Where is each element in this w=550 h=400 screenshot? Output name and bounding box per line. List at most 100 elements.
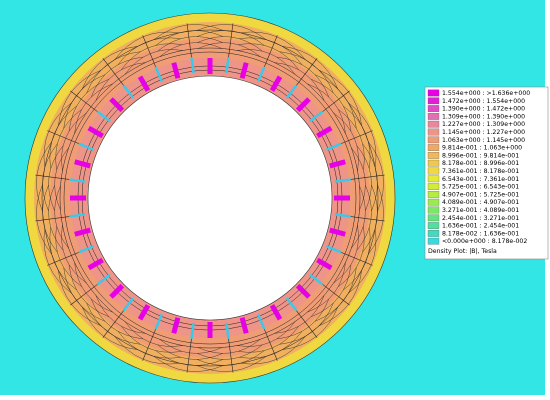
flux-line (197, 42, 261, 57)
flux-line (343, 227, 371, 291)
magnet-edge (239, 317, 249, 334)
slot-outline (35, 174, 70, 180)
motor-cross-section (24, 12, 396, 384)
slot-outline (70, 284, 98, 306)
slot-outline (102, 310, 124, 338)
magnet-edge (295, 97, 311, 113)
slot (154, 313, 163, 330)
legend-label: 4.089e-001 : 4.907e-001 (442, 199, 519, 206)
flux-line (54, 147, 69, 211)
flux-line (114, 31, 180, 60)
flux-line (63, 51, 357, 345)
flux-line (117, 37, 181, 65)
flux-line (333, 112, 359, 171)
flux-line (63, 74, 106, 129)
flux-line (351, 185, 366, 249)
flux-line (356, 145, 372, 211)
legend-swatch (427, 222, 440, 229)
flux-line (240, 336, 306, 365)
slot (96, 110, 111, 123)
magnet-edge (109, 283, 125, 299)
legend: Density Plot: |B|, Tesla 1.554e+000 : >1… (424, 86, 549, 260)
flux-line (311, 79, 352, 132)
flux-line (117, 331, 181, 359)
legend-label: 1.309e+000 : 1.390e+000 (442, 113, 525, 120)
legend-label: 9.814e-001 : 1.063e+000 (442, 145, 522, 152)
legend-swatch (427, 97, 440, 105)
flux-line (197, 36, 263, 52)
flux-line (237, 49, 296, 75)
legend-label: 1.227e+000 : 1.309e+000 (442, 121, 525, 128)
flux-line (196, 24, 267, 40)
flux-line (81, 46, 138, 90)
flux-line (351, 147, 366, 211)
slot (334, 178, 351, 183)
flux-line (86, 302, 141, 345)
flux-line (43, 102, 72, 168)
flux-line (318, 69, 362, 126)
magnet-edge (137, 304, 151, 321)
flux-line (338, 109, 365, 170)
flux-line (61, 112, 87, 171)
flux-line (239, 37, 303, 65)
slot-outline (296, 310, 318, 338)
flux-line (197, 339, 261, 354)
flux-line (41, 29, 379, 367)
legend-swatch (427, 136, 440, 144)
flux-line (54, 185, 69, 249)
flux-line (311, 264, 352, 317)
magnet-edge (316, 125, 333, 139)
legend-label: 1.554e+000 : >1.636e+000 (442, 90, 530, 97)
slot (257, 66, 266, 83)
legend-caption: Density Plot: |B|, Tesla (428, 248, 497, 255)
flux-line (61, 225, 87, 284)
flux-line (274, 295, 325, 334)
slot (325, 142, 342, 151)
legend-label: 7.361e-001 : 8.178e-001 (442, 168, 519, 175)
flux-line (343, 105, 371, 169)
flux-line (238, 43, 299, 70)
flux-line (55, 226, 82, 287)
flux-line (114, 336, 180, 365)
slot (225, 322, 230, 339)
slot (69, 178, 86, 183)
flux-line (121, 326, 182, 353)
flux-line (368, 141, 384, 212)
slot-outline (186, 338, 192, 373)
legend-swatch (427, 159, 440, 167)
slot-outline (102, 58, 124, 86)
magnet-edge (316, 257, 333, 271)
inner-bore (87, 75, 333, 321)
flux-line (95, 62, 146, 101)
flux-line (348, 102, 377, 168)
slot-outline (341, 252, 373, 266)
slot-outline (47, 252, 79, 266)
magnet-edge (74, 227, 91, 237)
slot-outline (186, 23, 192, 58)
flux-line (196, 30, 265, 46)
slot (309, 273, 324, 286)
legend-label: 4.907e-001 : 5.725e-001 (442, 191, 519, 198)
flux-line (48, 185, 64, 251)
legend-swatch (427, 183, 440, 190)
flux-line (91, 56, 144, 97)
flux-line (59, 47, 361, 349)
flux-line (282, 306, 339, 350)
legend-label: 8.178e-001 : 8.996e-001 (442, 160, 519, 167)
flux-line (279, 302, 334, 345)
legend-label: 8.996e-001 : 9.814e-001 (442, 152, 519, 159)
flux-line (338, 226, 365, 287)
slot-outline (296, 58, 318, 86)
flux-line (153, 24, 224, 40)
slot (78, 142, 95, 151)
magnet-edge (87, 257, 104, 271)
slot-outline (264, 35, 278, 67)
flux-line (124, 321, 183, 347)
flux-line (318, 270, 362, 327)
flux-line (362, 184, 378, 253)
magnet-edge (329, 159, 346, 169)
slot-outline (35, 216, 70, 222)
flux-line (348, 228, 377, 294)
slot (225, 57, 230, 74)
